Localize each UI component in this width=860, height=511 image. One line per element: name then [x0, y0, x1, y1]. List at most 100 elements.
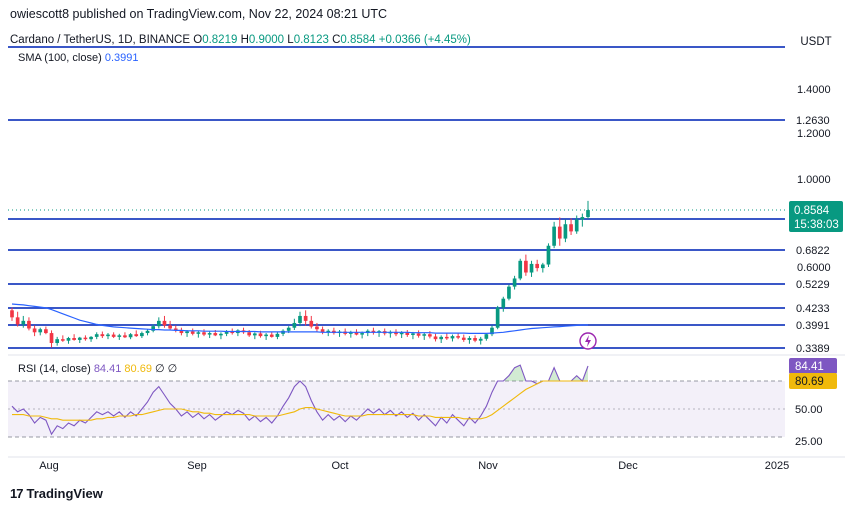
candle-body [569, 224, 573, 232]
sma-line [11, 303, 588, 334]
symbol-legend[interactable]: Cardano / TetherUS, 1D, BINANCE O0.8219 … [10, 34, 471, 46]
candle-body [247, 332, 252, 336]
rsi-value-badge-label: 84.41 [795, 361, 824, 373]
x-tick-label: Aug [39, 460, 59, 472]
price-change: +0.0366 (+4.45%) [378, 34, 471, 46]
candle-body [15, 317, 20, 325]
candle-body [580, 217, 585, 220]
candle-body [439, 336, 444, 340]
candle-body [478, 338, 483, 341]
candle-body [416, 333, 421, 336]
candle-body [529, 263, 534, 273]
candle-body [586, 210, 590, 218]
y-tick-label: 0.6000 [797, 262, 831, 274]
candle-body [540, 264, 545, 269]
candle-body [405, 332, 410, 335]
x-tick-label: Sep [187, 460, 207, 472]
candle-body [303, 315, 308, 321]
candle-body [309, 320, 314, 327]
candle-body [275, 333, 280, 337]
time-axis: Aug Sep Oct Nov Dec 2025 [8, 456, 845, 472]
candle-body [444, 336, 449, 339]
last-price-label: 0.8584 [794, 205, 830, 217]
x-tick-label: Dec [618, 460, 638, 472]
sma-value: 0.3991 [104, 52, 139, 64]
level-label: 0.3991 [796, 320, 830, 332]
candle-body [315, 326, 319, 330]
level-label: 0.6822 [796, 245, 830, 257]
level-label: 0.5229 [796, 279, 830, 291]
candle-body [207, 333, 212, 335]
candle-body [27, 320, 31, 329]
candle-body [286, 327, 291, 331]
candle-body [411, 333, 415, 335]
candle-body [557, 226, 562, 239]
brand-name: TradingView [26, 486, 103, 501]
tradingview-brand[interactable]: 17 TradingView [10, 486, 103, 501]
y-tick-label: 1.0000 [797, 174, 831, 186]
x-tick-label: Oct [331, 460, 348, 472]
candle-body [213, 333, 218, 336]
candle-body [574, 219, 579, 232]
symbol-name: Cardano / TetherUS, 1D, BINANCE [10, 34, 191, 46]
candle-body [106, 334, 110, 337]
rsi-legend[interactable]: RSI (14, close) 84.41 80.69 ∅ ∅ [18, 362, 177, 375]
candle-body [422, 334, 427, 336]
candle-body [49, 333, 54, 343]
currency-button[interactable]: USDT [800, 36, 832, 48]
candle-body [258, 333, 263, 337]
y-tick-label: 1.2000 [797, 128, 831, 140]
candle-body [252, 333, 257, 336]
candle-body [219, 333, 223, 336]
ohlc-open: O0.8219 [193, 34, 238, 46]
candle-body [473, 338, 477, 341]
candle-body [156, 320, 161, 327]
candle-body [264, 334, 268, 337]
level-label-bg [791, 340, 841, 356]
sma-legend[interactable]: SMA (100, close) 0.3991 [18, 52, 138, 64]
level-label-bg [791, 112, 841, 128]
x-tick-label: Nov [478, 460, 498, 472]
level-label: 0.3389 [796, 343, 830, 355]
candle-body [151, 326, 156, 331]
candle-body [83, 337, 88, 340]
candle-body [179, 330, 184, 334]
countdown-label: 15:38:03 [794, 219, 839, 231]
level-label-bg [791, 242, 841, 258]
rsi-tick-label: 50.00 [795, 404, 823, 416]
last-price-badge [789, 201, 843, 232]
rsi-value: 84.41 [93, 363, 122, 375]
level-label-bg [791, 276, 841, 292]
candle-body [168, 325, 172, 329]
candle-body [456, 336, 460, 338]
candle-body [21, 320, 26, 325]
candle-body [563, 224, 568, 239]
ohlc-high: H0.9000 [240, 34, 285, 46]
level-label-bg [791, 300, 841, 316]
candle-body [501, 298, 506, 308]
candle-body [461, 337, 466, 340]
candle-body [77, 337, 82, 340]
candle-body [495, 307, 500, 328]
rsi-label: RSI (14, close) [18, 363, 91, 375]
rsi-ma-line [12, 380, 588, 421]
candle-body [89, 336, 93, 340]
rsi-line [11, 364, 589, 436]
candle-body [60, 339, 65, 341]
candle-body [140, 333, 144, 337]
rsi-extra-1: ∅ [155, 363, 165, 375]
rsi-band [8, 381, 785, 437]
ohlc-close: C0.8584 [332, 34, 376, 46]
ohlc-low: L0.8123 [287, 34, 329, 46]
candle-body [518, 260, 523, 279]
candle-body [10, 310, 14, 318]
candle-body [298, 315, 302, 323]
candle-body [94, 334, 99, 337]
candle-body [100, 334, 105, 337]
candle-body [32, 328, 37, 333]
level-label: 0.4233 [796, 303, 830, 315]
candle-body [450, 336, 455, 339]
candle-body [394, 331, 398, 335]
